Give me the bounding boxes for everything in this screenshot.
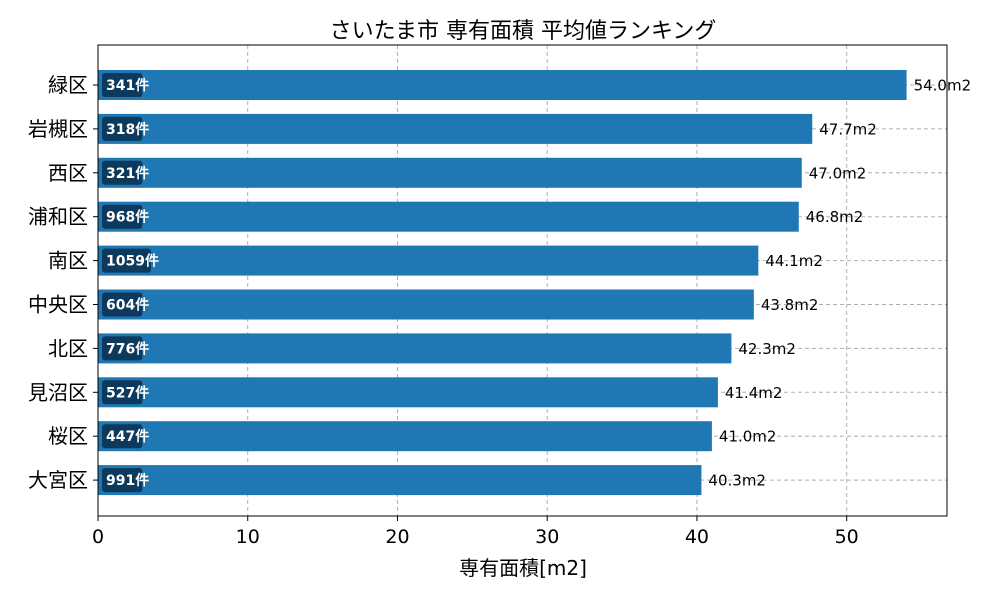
count-label: 1059件: [106, 253, 159, 270]
count-label: 321件: [106, 165, 149, 182]
count-label: 991件: [106, 472, 149, 489]
count-label: 341件: [106, 77, 149, 94]
count-badge: [102, 116, 143, 141]
bar: [98, 113, 813, 144]
value-label: 54.0m2: [914, 77, 972, 95]
category-label: 南区: [48, 249, 88, 273]
category-label: 大宮区: [28, 468, 88, 492]
x-tick-label: 30: [535, 526, 559, 548]
x-tick-label: 50: [835, 526, 859, 548]
x-tick-label: 40: [685, 526, 709, 548]
value-label: 42.3m2: [738, 340, 796, 358]
x-tick-label: 10: [236, 526, 260, 548]
value-label: 46.8m2: [806, 208, 864, 226]
count-label: 447件: [106, 428, 149, 445]
x-axis-label: 専有面積[m2]: [459, 556, 587, 580]
value-label: 47.0m2: [809, 164, 867, 182]
x-tick-label: 0: [92, 526, 104, 548]
count-badge: [102, 160, 143, 185]
category-label: 北区: [48, 336, 88, 360]
bar: [98, 421, 712, 452]
bar: [98, 157, 802, 188]
count-label: 968件: [106, 209, 149, 226]
category-label: 西区: [48, 161, 88, 185]
bar: [98, 333, 732, 364]
category-label: 中央区: [28, 293, 88, 317]
plot-frame: [97, 44, 948, 517]
value-label: 41.0m2: [719, 428, 777, 446]
count-badge: [102, 424, 143, 449]
count-label: 527件: [106, 384, 149, 401]
chart-title: さいたま市 専有面積 平均値ランキング: [330, 19, 717, 44]
bar: [98, 245, 759, 276]
value-label: 40.3m2: [708, 472, 766, 490]
category-label: 見沼区: [28, 380, 88, 404]
count-badge: [102, 380, 143, 405]
count-badge: [102, 468, 143, 493]
category-label: 緑区: [48, 73, 88, 97]
count-badge: [102, 204, 143, 229]
count-label: 318件: [106, 121, 149, 138]
bar: [98, 465, 702, 496]
x-tick-label: 20: [385, 526, 409, 548]
x-axis: 0 10 20 30 40 50: [92, 516, 859, 548]
category-label: 岩槻区: [28, 117, 88, 141]
count-badge: [102, 336, 143, 361]
count-label: 776件: [106, 340, 149, 357]
category-label: 桜区: [48, 424, 88, 448]
count-badge: [102, 73, 143, 97]
value-label: 41.4m2: [725, 384, 783, 402]
bar: [98, 289, 754, 320]
bar: [98, 70, 907, 100]
bars: 341件 54.0m2 318件 47.7m2 321件 47.0m2 968件 46.8m2…: [98, 70, 972, 496]
category-label: 浦和区: [28, 205, 88, 229]
count-badge: [102, 248, 151, 273]
value-label: 43.8m2: [761, 296, 819, 314]
bar: [98, 201, 799, 232]
count-label: 604件: [106, 297, 149, 314]
bar: [98, 377, 718, 408]
count-badge: [102, 292, 143, 317]
value-label: 44.1m2: [765, 252, 823, 270]
value-label: 47.7m2: [819, 120, 877, 138]
